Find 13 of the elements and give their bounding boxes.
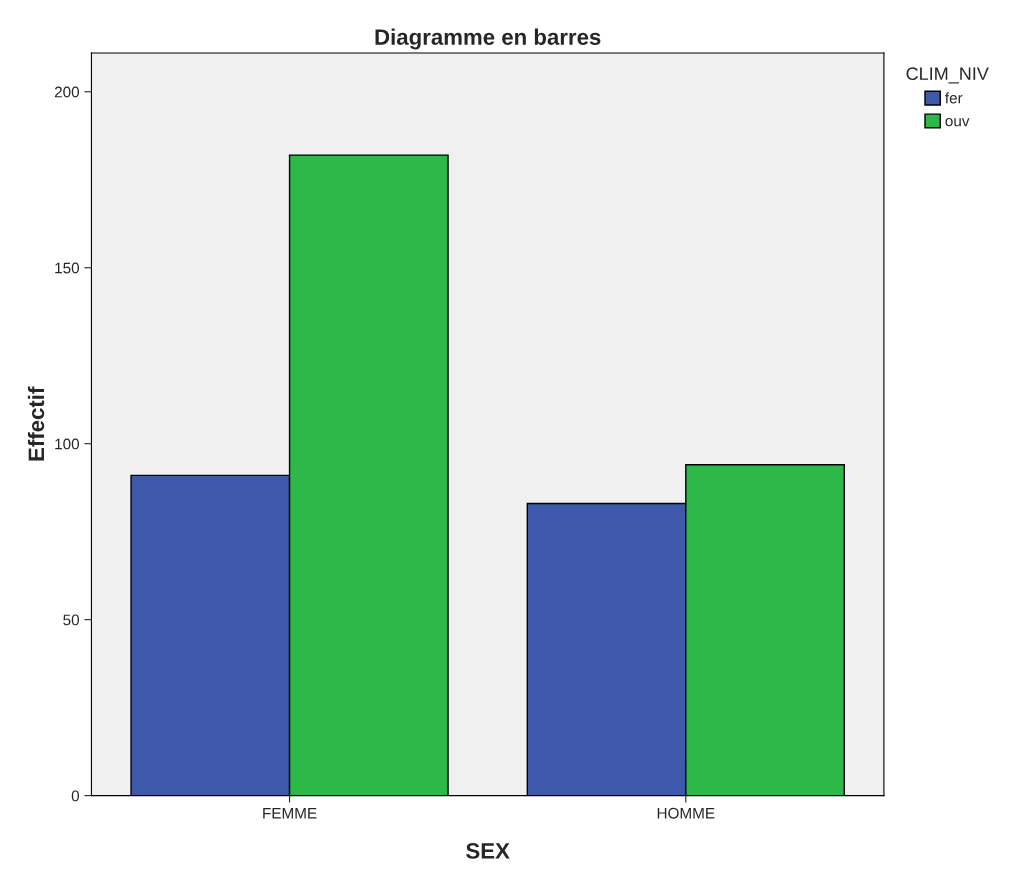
x-tick-label: HOMME xyxy=(657,807,715,819)
y-tick-label: 200 xyxy=(54,86,80,98)
x-axis-title: SEX xyxy=(466,843,510,859)
legend-label: fer xyxy=(945,92,963,104)
y-tick-label: 0 xyxy=(71,790,80,802)
legend-label: ouv xyxy=(945,117,970,127)
y-tick-label: 100 xyxy=(55,438,80,450)
x-tick-label: FEMME xyxy=(263,807,317,819)
y-axis-title: Effectif xyxy=(27,386,45,461)
chart-title: Diagramme en barres xyxy=(375,28,601,50)
y-tick-label: 50 xyxy=(63,614,80,626)
legend-title: CLIM_NIV xyxy=(906,67,989,84)
y-tick-label: 150 xyxy=(55,262,80,274)
